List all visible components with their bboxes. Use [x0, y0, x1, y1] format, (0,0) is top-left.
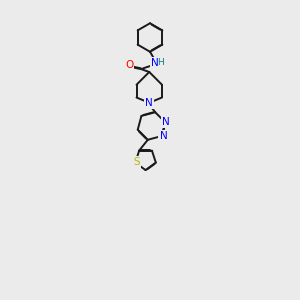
Text: H: H: [158, 58, 164, 67]
Text: N: N: [162, 117, 170, 127]
Text: O: O: [125, 60, 134, 70]
Text: S: S: [134, 157, 140, 167]
Text: N: N: [160, 131, 167, 141]
Text: N: N: [152, 58, 159, 68]
Text: N: N: [146, 98, 153, 108]
